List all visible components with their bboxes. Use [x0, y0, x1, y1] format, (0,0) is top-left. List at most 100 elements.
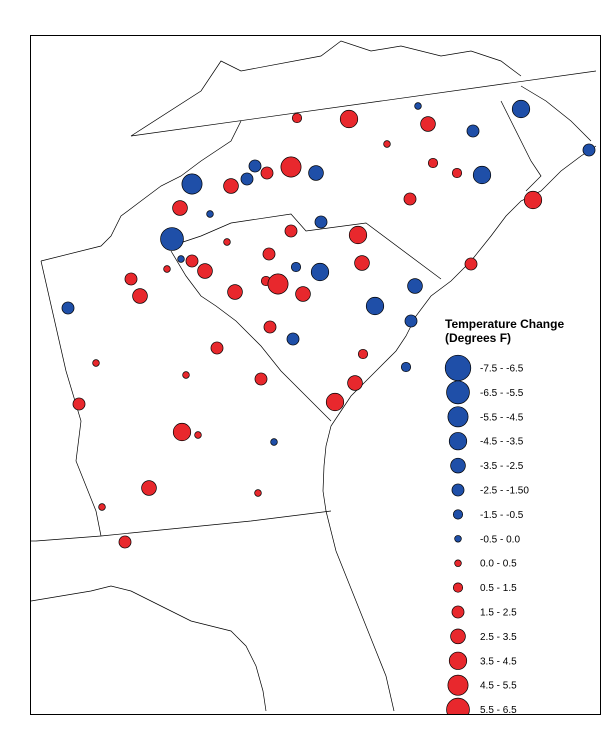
legend-symbol-positive [447, 674, 469, 696]
station-marker-warming [227, 284, 243, 300]
station-marker-warming [403, 192, 417, 206]
legend-symbol-positive [454, 559, 462, 567]
legend-symbol-negative [452, 509, 464, 520]
station-marker-warming [263, 320, 277, 334]
station-marker-cooling [310, 262, 330, 282]
nc-inner-coast [500, 100, 542, 192]
legend-items: -7.5 - -6.5 -6.5 - -5.5 -5.5 - -4.5 -4.5 - … [444, 354, 529, 714]
station-marker-cooling [286, 332, 300, 346]
station-marker-cooling [308, 165, 324, 181]
va-nc-line [130, 70, 597, 137]
legend-symbol-positive [450, 628, 466, 645]
station-marker-cooling [365, 296, 385, 316]
station-marker-cooling [472, 165, 492, 185]
station-marker-cooling [511, 99, 531, 119]
legend-label: 0.5 - 1.5 [480, 583, 517, 594]
station-marker-warming [254, 372, 268, 386]
legend-title-line2: (Degrees F) [445, 331, 511, 345]
legend-label: -0.5 - 0.0 [480, 534, 520, 545]
legend-label: -2.5 - -1.50 [480, 486, 529, 497]
station-markers [61, 99, 596, 549]
map-frame: Temperature Change (Degrees F) -7.5 - -6… [30, 35, 601, 715]
station-marker-warming [267, 273, 289, 295]
station-marker-warming [420, 116, 436, 132]
nc-sc-border [170, 213, 442, 280]
legend-symbol-negative [447, 406, 469, 428]
station-marker-warming [262, 247, 276, 261]
station-marker-cooling [400, 361, 412, 373]
legend-label: -6.5 - -5.5 [480, 388, 524, 399]
station-marker-warming [210, 341, 224, 355]
station-marker-warming [339, 109, 359, 129]
station-marker-warming [182, 371, 190, 379]
station-marker-cooling [206, 210, 214, 218]
legend-label: -7.5 - -6.5 [480, 364, 524, 375]
station-marker-warming [124, 272, 138, 286]
station-marker-warming [197, 263, 213, 279]
station-marker-warming [280, 156, 302, 178]
station-marker-warming [132, 288, 148, 304]
legend-label: 0.0 - 0.5 [480, 559, 517, 570]
station-marker-cooling [414, 102, 422, 110]
station-marker-cooling [466, 124, 480, 138]
station-marker-warming [295, 286, 311, 302]
station-marker-warming [194, 431, 202, 439]
station-marker-warming [464, 257, 478, 271]
legend-label: 2.5 - 3.5 [480, 632, 517, 643]
station-marker-warming [523, 190, 543, 210]
station-marker-warming [223, 178, 239, 194]
station-marker-warming [98, 503, 106, 511]
gulf-coast [31, 585, 267, 712]
station-marker-warming [284, 224, 298, 238]
station-marker-cooling [582, 143, 596, 157]
station-marker-warming [383, 140, 391, 148]
ga-sc-border [170, 250, 332, 422]
station-marker-warming [141, 480, 157, 496]
map-canvas: Temperature Change (Degrees F) -7.5 - -6… [31, 40, 597, 714]
station-marker-cooling [61, 301, 75, 315]
station-marker-warming [354, 255, 370, 271]
station-marker-cooling [270, 438, 278, 446]
station-marker-warming [291, 112, 303, 124]
nc-tn-border [40, 120, 242, 262]
station-marker-cooling [290, 261, 302, 273]
station-marker-warming [163, 265, 171, 273]
station-marker-warming [260, 166, 274, 180]
legend-symbol-positive [451, 605, 465, 619]
station-marker-cooling [314, 215, 328, 229]
legend-label: -3.5 - -2.5 [480, 461, 524, 472]
legend-symbol-positive [448, 651, 468, 670]
legend-symbol-positive [452, 582, 464, 593]
legend-label: 4.5 - 5.5 [480, 681, 517, 692]
station-marker-warming [172, 200, 188, 216]
legend-symbol-negative [444, 354, 472, 382]
station-marker-warming [72, 397, 86, 411]
legend-symbol-negative [451, 483, 465, 497]
legend-label: -5.5 - -4.5 [480, 412, 524, 423]
station-marker-warming [427, 157, 439, 169]
legend-label: 3.5 - 4.5 [480, 656, 517, 667]
outer-banks [520, 85, 592, 142]
station-marker-warming [451, 167, 463, 179]
legend-symbol-negative [448, 432, 468, 451]
legend-label: -1.5 - -0.5 [480, 510, 524, 521]
station-marker-warming [357, 348, 369, 360]
station-marker-cooling [177, 255, 185, 263]
station-marker-cooling [160, 227, 184, 251]
legend-symbol-negative [446, 380, 470, 405]
georgia-west [40, 260, 102, 537]
georgia-south [35, 510, 332, 542]
station-marker-cooling [181, 173, 203, 195]
station-marker-warming [223, 238, 231, 246]
virginia-border [130, 40, 522, 137]
station-marker-warming [347, 375, 363, 391]
station-marker-cooling [240, 172, 254, 186]
station-marker-cooling [407, 278, 423, 294]
station-marker-warming [172, 422, 192, 442]
station-marker-cooling [248, 159, 262, 173]
legend-symbol-positive [446, 697, 470, 714]
station-marker-warming [92, 359, 100, 367]
station-marker-warming [325, 392, 345, 412]
legend-label: 5.5 - 6.5 [480, 705, 517, 714]
station-marker-cooling [404, 314, 418, 328]
